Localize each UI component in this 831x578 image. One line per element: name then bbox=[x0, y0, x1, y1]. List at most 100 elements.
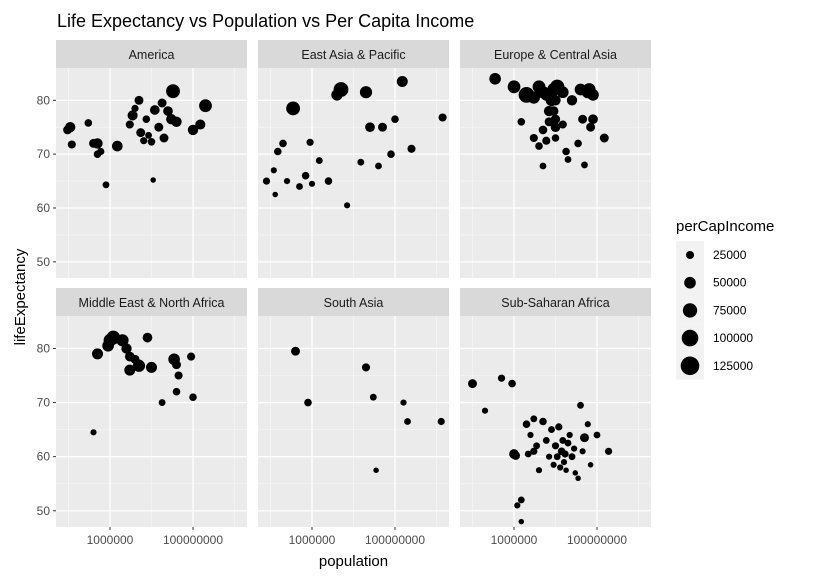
data-point bbox=[361, 363, 371, 372]
data-point bbox=[286, 101, 301, 116]
data-point bbox=[555, 423, 563, 431]
data-point bbox=[301, 171, 310, 180]
data-point bbox=[577, 401, 584, 409]
data-point bbox=[296, 183, 303, 190]
facet-strip bbox=[56, 288, 247, 316]
data-point bbox=[157, 98, 167, 108]
data-point bbox=[136, 128, 146, 138]
facet-strip bbox=[258, 40, 449, 68]
data-point bbox=[568, 453, 576, 461]
data-point bbox=[387, 150, 395, 158]
data-point bbox=[359, 86, 373, 99]
data-point bbox=[511, 451, 521, 460]
data-point bbox=[581, 161, 588, 169]
data-point bbox=[357, 158, 365, 166]
legend-key-point bbox=[681, 329, 699, 347]
data-point bbox=[527, 91, 540, 104]
data-point bbox=[378, 122, 387, 132]
data-point bbox=[550, 461, 557, 468]
data-point bbox=[530, 447, 538, 455]
facet-strip-label: America bbox=[129, 48, 175, 62]
data-point bbox=[127, 110, 138, 121]
data-point bbox=[172, 387, 181, 396]
legend-key-label: 125000 bbox=[713, 359, 753, 373]
data-point bbox=[551, 442, 560, 450]
legend-key-point bbox=[684, 276, 696, 289]
x-tick-label: 1000000 bbox=[491, 533, 538, 547]
data-point bbox=[333, 82, 349, 97]
data-point bbox=[578, 114, 588, 124]
data-point bbox=[187, 124, 199, 136]
data-point bbox=[195, 119, 206, 130]
data-point bbox=[557, 464, 564, 471]
x-tick-label: 100000000 bbox=[365, 533, 425, 547]
data-point bbox=[391, 115, 399, 123]
data-point bbox=[579, 448, 586, 455]
data-point bbox=[149, 105, 160, 115]
data-point bbox=[562, 147, 570, 156]
legend-title: perCapIncome bbox=[676, 218, 774, 235]
facet-panel: Sub-Saharan Africa 1000000 100000000 bbox=[460, 288, 651, 547]
legend-key-label: 25000 bbox=[713, 248, 747, 262]
data-point bbox=[159, 133, 169, 143]
data-point bbox=[145, 131, 153, 139]
legend-key-point bbox=[685, 250, 695, 260]
data-point bbox=[147, 138, 156, 146]
data-point bbox=[550, 114, 561, 124]
data-point bbox=[274, 147, 282, 156]
y-tick-label: 60 bbox=[37, 450, 51, 464]
legend-key-point bbox=[682, 303, 698, 318]
data-point bbox=[564, 156, 572, 163]
data-point bbox=[97, 147, 105, 156]
legend-key-label: 100000 bbox=[713, 331, 753, 345]
data-point bbox=[542, 136, 551, 145]
data-point bbox=[561, 450, 569, 458]
data-point bbox=[489, 72, 501, 85]
data-point bbox=[548, 106, 559, 116]
data-point bbox=[575, 475, 581, 482]
data-point bbox=[400, 399, 407, 406]
data-point bbox=[518, 518, 525, 525]
data-point bbox=[375, 162, 382, 170]
data-point bbox=[272, 191, 278, 198]
data-point bbox=[142, 115, 151, 123]
data-point bbox=[530, 415, 538, 423]
data-point bbox=[174, 371, 183, 380]
data-point bbox=[199, 99, 212, 113]
data-point bbox=[566, 95, 578, 106]
data-point bbox=[508, 379, 516, 388]
data-point bbox=[365, 122, 375, 133]
data-point bbox=[92, 138, 103, 149]
data-point bbox=[158, 399, 166, 407]
data-point bbox=[187, 352, 196, 361]
data-point bbox=[116, 334, 129, 347]
data-point bbox=[551, 134, 560, 142]
data-point bbox=[172, 360, 181, 370]
data-point bbox=[556, 86, 569, 99]
data-point bbox=[121, 343, 132, 354]
data-point bbox=[550, 122, 561, 133]
data-point bbox=[539, 417, 547, 426]
y-tick-label: 70 bbox=[37, 396, 51, 410]
data-point bbox=[125, 120, 134, 129]
data-point bbox=[533, 442, 541, 450]
facet-strip-label: South Asia bbox=[324, 296, 384, 310]
data-point bbox=[283, 178, 291, 185]
data-point bbox=[468, 379, 477, 389]
data-point bbox=[140, 137, 148, 145]
legend-key-label: 50000 bbox=[713, 276, 747, 290]
facet-strip bbox=[56, 40, 247, 68]
data-point bbox=[539, 162, 547, 170]
data-point bbox=[542, 436, 550, 444]
data-point bbox=[587, 462, 594, 468]
data-point bbox=[497, 374, 506, 382]
y-tick-label: 50 bbox=[37, 504, 51, 518]
data-point bbox=[315, 157, 323, 165]
facet-strip-label: East Asia & Pacific bbox=[301, 48, 405, 62]
data-point bbox=[481, 407, 489, 414]
data-point bbox=[566, 431, 573, 439]
chart-title: Life Expectancy vs Population vs Per Cap… bbox=[57, 11, 474, 31]
data-point bbox=[142, 332, 153, 343]
data-point bbox=[91, 348, 104, 360]
data-point bbox=[102, 181, 110, 189]
